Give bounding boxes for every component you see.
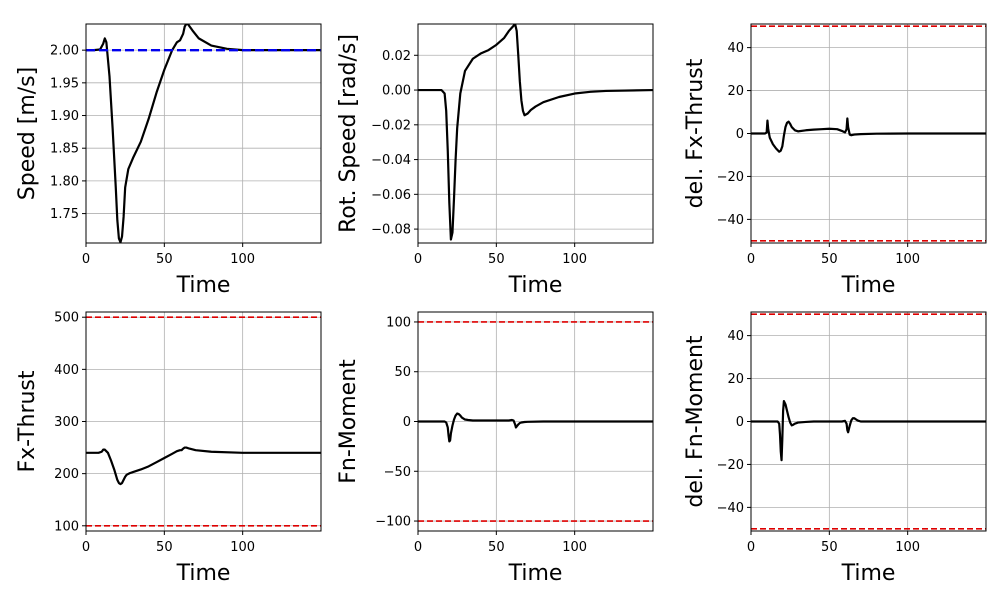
y-tick-label: 1.95: [50, 76, 79, 91]
x-tick-label: 50: [488, 252, 505, 267]
x-tick-label: 100: [562, 540, 587, 555]
y-tick-label: 0.00: [382, 84, 411, 99]
x-tick-label: 100: [895, 252, 920, 267]
subplot-6: 0 50 100 −40 −20 0 20 40 Time del. Fn-Moment: [683, 311, 987, 586]
y-axis-label: Fn-Moment: [336, 359, 361, 484]
x-tick-label: 100: [562, 252, 587, 267]
y-tick-label: 0: [403, 415, 411, 430]
y-tick-label: 1.90: [50, 109, 79, 124]
y-tick-label: −100: [375, 515, 411, 530]
series-line-1: [418, 24, 653, 241]
subplot-4: 0 50 100 100 200 300 400 500 Time Fx-Thrust: [15, 311, 322, 586]
series-line-1: [751, 400, 986, 462]
x-tick-label: 0: [82, 252, 90, 267]
x-axis-label: Time: [841, 273, 896, 298]
x-tick-label: 0: [82, 540, 90, 555]
subplot-1: 0 50 100 1.75 1.80 1.85 1.90 1.95 2.00 Time Speed …: [15, 23, 322, 298]
axes-frame: [417, 23, 654, 244]
y-tick-label: 200: [54, 467, 79, 482]
y-tick-label: 0: [736, 415, 744, 430]
y-tick-label: −0.08: [371, 223, 411, 238]
y-tick-label: −20: [717, 458, 744, 473]
y-tick-label: 0: [736, 127, 744, 142]
y-tick-label: 1.80: [50, 174, 79, 189]
x-axis-label: Time: [176, 561, 231, 586]
y-tick-label: 100: [54, 519, 79, 534]
x-axis-label: Time: [508, 561, 563, 586]
y-tick-label: 400: [54, 363, 79, 378]
x-tick-label: 0: [414, 252, 422, 267]
y-tick-label: 1.85: [50, 142, 79, 157]
series-line-1: [86, 446, 321, 486]
series-line-1: [86, 24, 321, 243]
x-tick-label: 50: [156, 540, 173, 555]
y-tick-label: 0.02: [382, 49, 411, 64]
x-tick-label: 50: [821, 252, 838, 267]
x-tick-label: 100: [895, 540, 920, 555]
series-line-1: [751, 117, 986, 153]
y-tick-label: −20: [717, 170, 744, 185]
y-tick-label: −0.04: [371, 153, 411, 168]
y-tick-label: 50: [394, 365, 411, 380]
series-line-1: [418, 412, 653, 443]
x-tick-label: 100: [230, 540, 255, 555]
x-tick-label: 0: [747, 252, 755, 267]
y-axis-label: Rot. Speed [rad/s]: [336, 34, 361, 233]
y-tick-label: 2.00: [50, 44, 79, 59]
y-tick-label: −40: [717, 501, 744, 516]
x-tick-label: 50: [821, 540, 838, 555]
y-tick-label: −0.06: [371, 188, 411, 203]
x-tick-label: 0: [747, 540, 755, 555]
y-tick-label: −40: [717, 213, 744, 228]
subplot-5: 0 50 100 −100 −50 0 50 100 Time Fn-Moment: [336, 311, 654, 586]
y-tick-label: 40: [727, 41, 744, 56]
y-tick-label: 20: [727, 372, 744, 387]
subplot-2: 0 50 100 −0.08 −0.06 −0.04 −0.02 0.00 0.02 Time Ro…: [336, 23, 654, 298]
y-axis-label: Fx-Thrust: [15, 370, 40, 472]
x-tick-label: 50: [488, 540, 505, 555]
x-tick-label: 100: [230, 252, 255, 267]
axes-frame: [85, 23, 322, 244]
y-tick-label: 100: [386, 315, 411, 330]
y-tick-label: 1.75: [50, 207, 79, 222]
y-tick-label: 300: [54, 415, 79, 430]
y-tick-label: 40: [727, 329, 744, 344]
x-axis-label: Time: [508, 273, 563, 298]
y-axis-label: del. Fx-Thrust: [683, 58, 708, 208]
x-axis-label: Time: [841, 561, 896, 586]
y-tick-label: −0.02: [371, 118, 411, 133]
x-axis-label: Time: [176, 273, 231, 298]
subplot-3: 0 50 100 −40 −20 0 20 40 Time del. Fx-Thrust: [683, 23, 987, 298]
y-tick-label: −50: [384, 465, 411, 480]
y-axis-label: del. Fn-Moment: [683, 335, 708, 507]
y-axis-label: Speed [m/s]: [15, 67, 40, 200]
y-tick-label: 500: [54, 311, 79, 326]
y-tick-label: 20: [727, 84, 744, 99]
x-tick-label: 0: [414, 540, 422, 555]
x-tick-label: 50: [156, 252, 173, 267]
